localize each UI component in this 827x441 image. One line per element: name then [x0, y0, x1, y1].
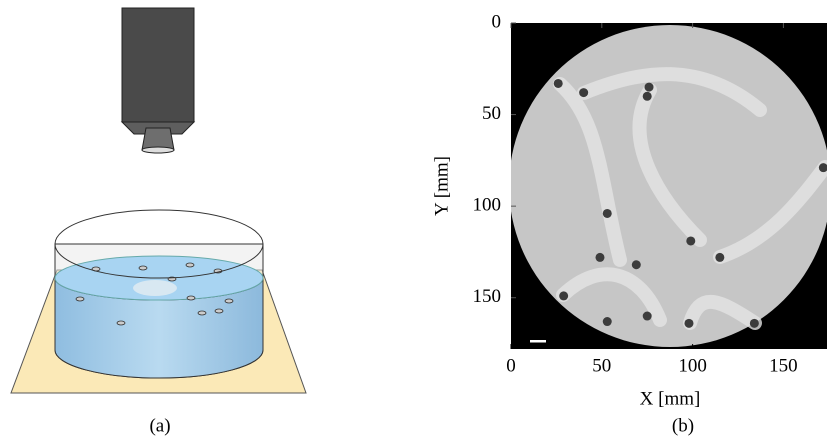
dish-rim	[54, 209, 264, 279]
panel-label: (a)	[149, 415, 170, 436]
y-tick-label: 150	[473, 286, 502, 307]
particle	[559, 291, 569, 301]
particle	[631, 260, 641, 270]
particle	[642, 311, 652, 321]
particle	[553, 78, 563, 88]
y-tick-label: 100	[473, 195, 502, 216]
particle	[602, 317, 612, 327]
particle	[579, 88, 589, 98]
x-tick-label: 100	[678, 355, 707, 376]
particle	[818, 163, 827, 173]
particle	[595, 252, 605, 262]
scale-bar	[530, 340, 546, 343]
particle	[644, 82, 654, 92]
particle	[715, 252, 725, 262]
particle	[749, 318, 759, 328]
y-tick-label: 0	[492, 11, 502, 32]
y-tick-label: 50	[482, 103, 501, 124]
y-axis-label: Y [mm]	[431, 156, 452, 216]
panel-label: (b)	[672, 415, 694, 436]
dye-streaks	[553, 67, 827, 330]
particle	[602, 208, 612, 218]
setup-diagram	[10, 7, 307, 394]
flow-image	[511, 23, 827, 349]
x-tick-label: 150	[769, 355, 798, 376]
x-tick-label: 50	[592, 355, 611, 376]
x-axis-label: X [mm]	[640, 388, 701, 409]
lens-glass	[141, 146, 175, 154]
x-tick-label: 0	[506, 355, 516, 376]
light-spot	[133, 280, 177, 296]
camera-body	[121, 7, 195, 123]
particle	[684, 318, 694, 328]
particle	[642, 91, 652, 101]
particle	[686, 236, 696, 246]
